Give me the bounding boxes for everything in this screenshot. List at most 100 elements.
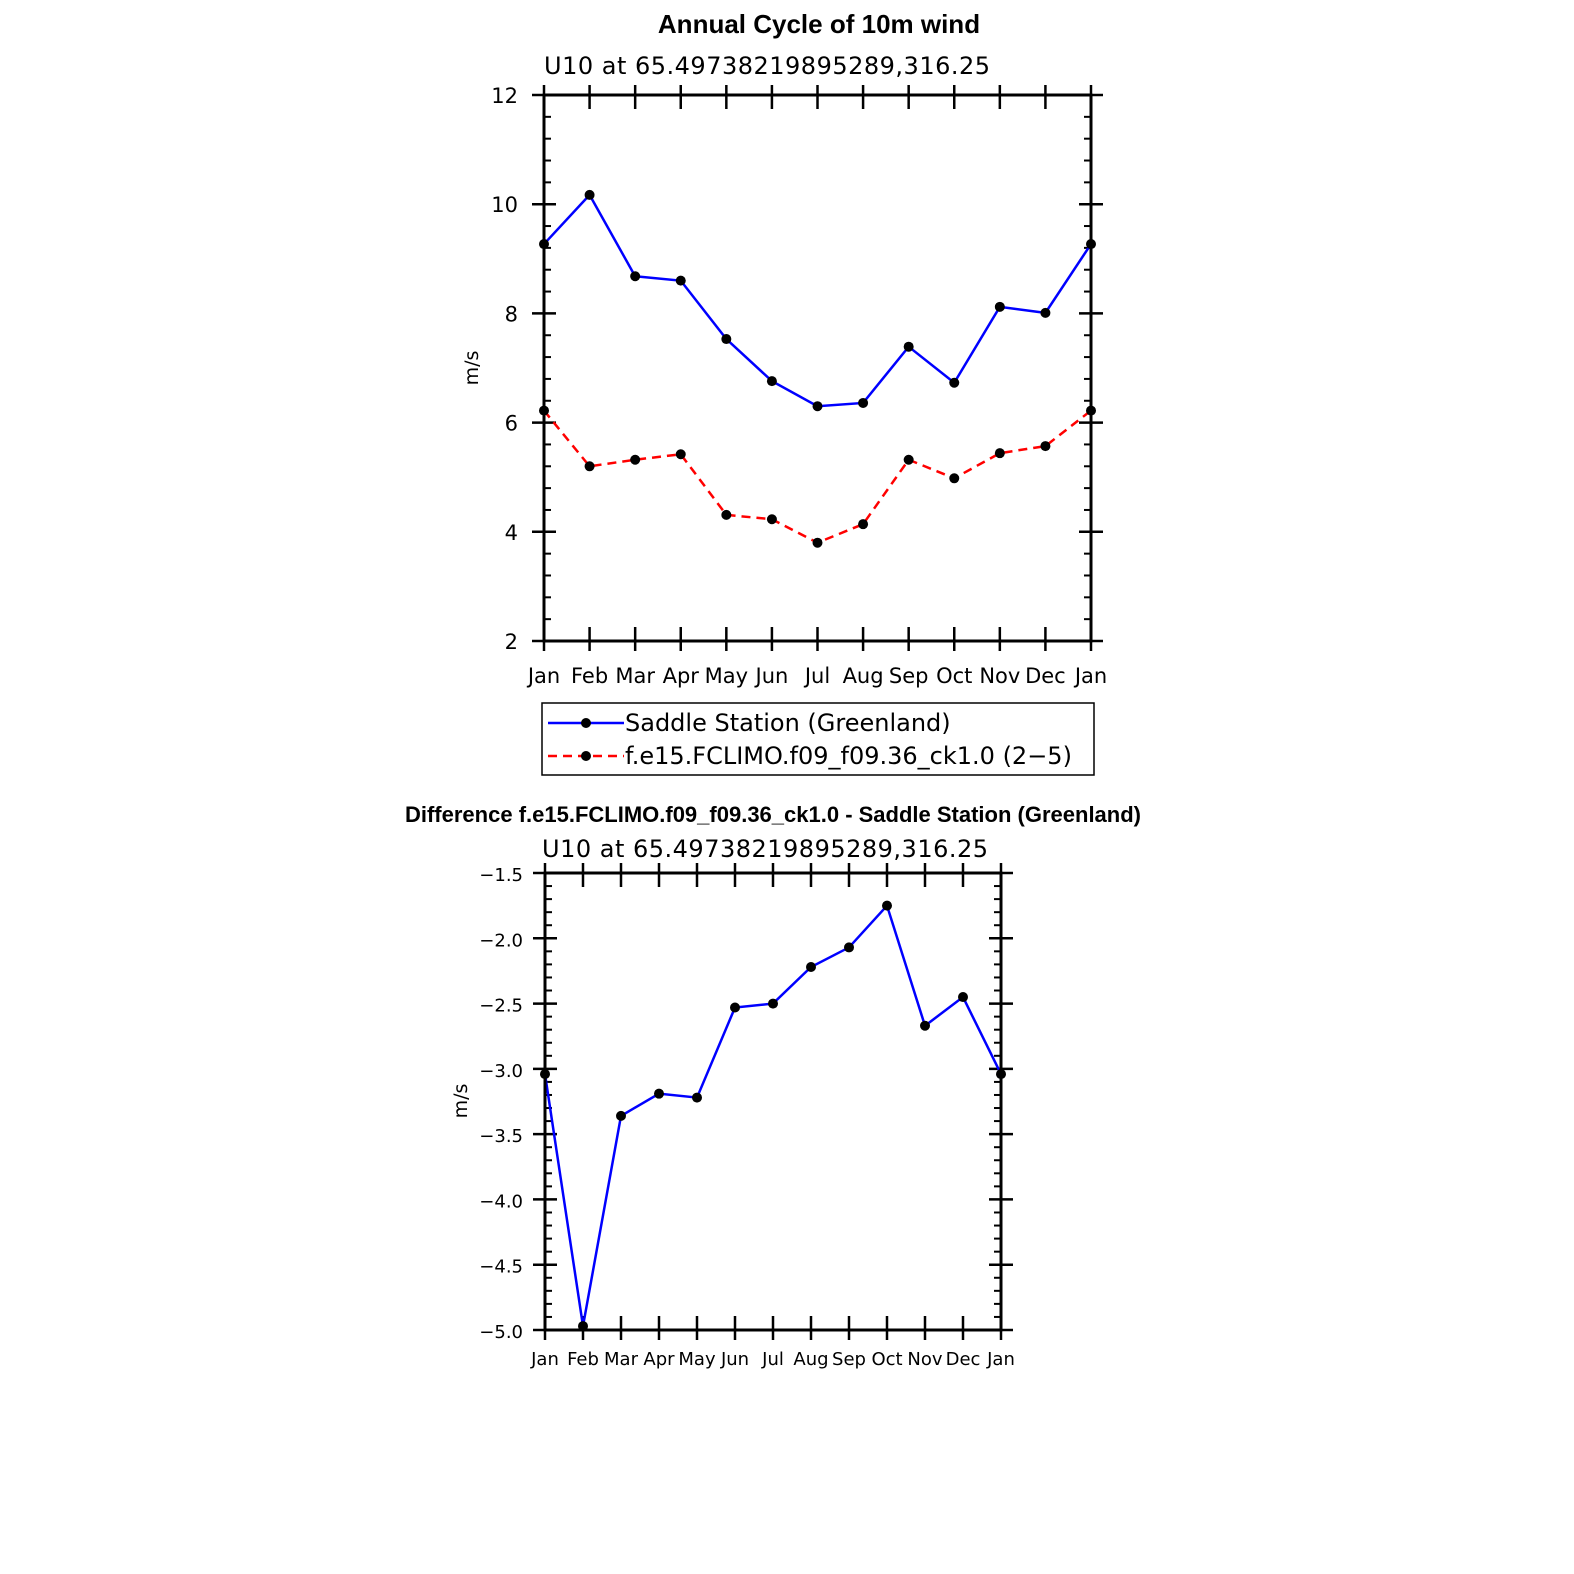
series-line-0 <box>543 903 1003 1327</box>
y-tick-label: −4.0 <box>479 1191 523 1212</box>
x-tick-label: May <box>705 664 748 688</box>
data-point <box>630 271 641 282</box>
data-point <box>721 509 732 520</box>
data-point <box>882 900 892 911</box>
x-tick-label: Apr <box>643 1349 675 1370</box>
chart1-y-tick-labels: 2 4 6 8 10 12 <box>491 84 518 654</box>
x-tick-label: Jun <box>754 664 789 688</box>
x-tick-label: Apr <box>663 664 700 688</box>
data-point <box>903 454 914 465</box>
legend-label-model: f.e15.FCLIMO.f09_f09.36_ck1.0 (2−5) <box>625 742 1072 770</box>
x-tick-label: Dec <box>946 1349 981 1370</box>
data-point <box>958 992 968 1003</box>
x-tick-label: Dec <box>1025 664 1066 688</box>
y-tick-label: 10 <box>491 193 518 217</box>
chart1-ticks <box>532 85 1103 651</box>
x-tick-label: Nov <box>979 664 1020 688</box>
y-tick-label: −2.5 <box>479 996 523 1017</box>
x-tick-label: Jan <box>530 1349 559 1370</box>
data-point <box>766 514 777 525</box>
x-tick-label: Jan <box>526 664 560 688</box>
y-tick-label: 8 <box>505 302 518 326</box>
data-point <box>806 962 816 973</box>
chart1-x-tick-labels: Jan Feb Mar Apr May Jun Jul Aug Sep Oct Nov Dec Jan <box>526 664 1107 688</box>
data-point <box>812 537 823 548</box>
data-point <box>692 1092 702 1103</box>
data-point <box>858 397 869 408</box>
data-point <box>1040 441 1051 452</box>
y-tick-label: 12 <box>491 84 518 108</box>
data-point <box>949 377 960 388</box>
chart2-title: Difference f.e15.FCLIMO.f09_f09.36_ck1.0… <box>405 802 1141 827</box>
y-tick-label: 2 <box>505 630 518 654</box>
legend-label-saddle: Saddle Station (Greenland) <box>625 709 951 737</box>
x-tick-label: Feb <box>571 664 608 688</box>
data-point <box>949 473 960 484</box>
y-tick-label: −4.5 <box>479 1257 523 1278</box>
data-point <box>721 334 732 345</box>
x-tick-label: Jan <box>1073 664 1107 688</box>
x-tick-label: Jul <box>803 664 830 688</box>
series-line-1 <box>543 409 1092 545</box>
chart1-title: Annual Cycle of 10m wind <box>658 9 980 39</box>
legend-frame <box>541 702 1095 776</box>
y-tick-label: 4 <box>505 521 518 545</box>
x-tick-label: Aug <box>793 1349 828 1370</box>
data-point <box>844 942 854 953</box>
annual-cycle-chart: Annual Cycle of 10m wind U10 at 65.49738… <box>461 9 1107 776</box>
y-tick-label: −5.0 <box>479 1322 523 1343</box>
data-point <box>766 376 777 387</box>
data-point <box>675 449 686 460</box>
chart2-ticks <box>533 863 1013 1340</box>
chart1-subtitle: U10 at 65.49738219895289,316.25 <box>544 52 991 80</box>
data-point <box>994 448 1005 459</box>
x-tick-label: Mar <box>615 664 655 688</box>
data-point <box>1040 307 1051 318</box>
chart2-y-tick-labels: −5.0 −4.5 −4.0 −3.5 −3.0 −2.5 −2.0 −1.5 <box>479 865 523 1343</box>
y-tick-label: −3.5 <box>479 1126 523 1147</box>
x-tick-label: Jun <box>720 1349 749 1370</box>
chart2-y-axis-label: m/s <box>450 1084 472 1119</box>
data-point <box>630 454 641 465</box>
x-tick-label: Sep <box>832 1349 866 1370</box>
data-point <box>730 1002 740 1013</box>
data-point <box>812 401 823 412</box>
data-point <box>584 189 595 200</box>
chart2-series <box>540 900 1006 1332</box>
legend-marker-model <box>581 751 591 761</box>
y-tick-label: 6 <box>505 412 518 436</box>
data-point <box>994 301 1005 312</box>
x-tick-label: Oct <box>871 1349 902 1370</box>
data-point <box>584 461 595 472</box>
difference-chart: Difference f.e15.FCLIMO.f09_f09.36_ck1.0… <box>405 802 1141 1370</box>
data-point <box>654 1088 664 1099</box>
chart1-y-axis-label: m/s <box>461 351 483 386</box>
x-tick-label: Mar <box>604 1349 639 1370</box>
data-point <box>768 998 778 1009</box>
data-point <box>858 519 869 530</box>
chart1-plot-frame <box>542 93 1093 643</box>
chart1-legend: Saddle Station (Greenland) f.e15.FCLIMO.… <box>541 702 1095 776</box>
y-tick-label: −3.0 <box>479 1061 523 1082</box>
chart2-subtitle: U10 at 65.49738219895289,316.25 <box>542 835 989 863</box>
x-tick-label: Oct <box>936 664 972 688</box>
y-tick-label: −2.0 <box>479 930 523 951</box>
x-tick-label: Aug <box>843 664 884 688</box>
x-tick-label: May <box>678 1349 716 1370</box>
x-tick-label: Feb <box>567 1349 599 1370</box>
chart2-plot-frame <box>543 871 1003 1332</box>
data-point <box>920 1020 930 1031</box>
chart1-series <box>539 189 1096 548</box>
chart2-x-tick-labels: Jan Feb Mar Apr May Jun Jul Aug Sep Oct Nov Dec Jan <box>530 1349 1015 1370</box>
series-line-0 <box>543 192 1093 408</box>
data-point <box>903 341 914 352</box>
data-point <box>675 275 686 286</box>
x-tick-label: Jan <box>986 1349 1015 1370</box>
legend-marker-saddle <box>581 718 591 728</box>
y-tick-label: −1.5 <box>479 865 523 886</box>
x-tick-label: Nov <box>907 1349 942 1370</box>
x-tick-label: Jul <box>761 1349 784 1370</box>
data-point <box>616 1110 626 1121</box>
x-tick-label: Sep <box>889 664 929 688</box>
